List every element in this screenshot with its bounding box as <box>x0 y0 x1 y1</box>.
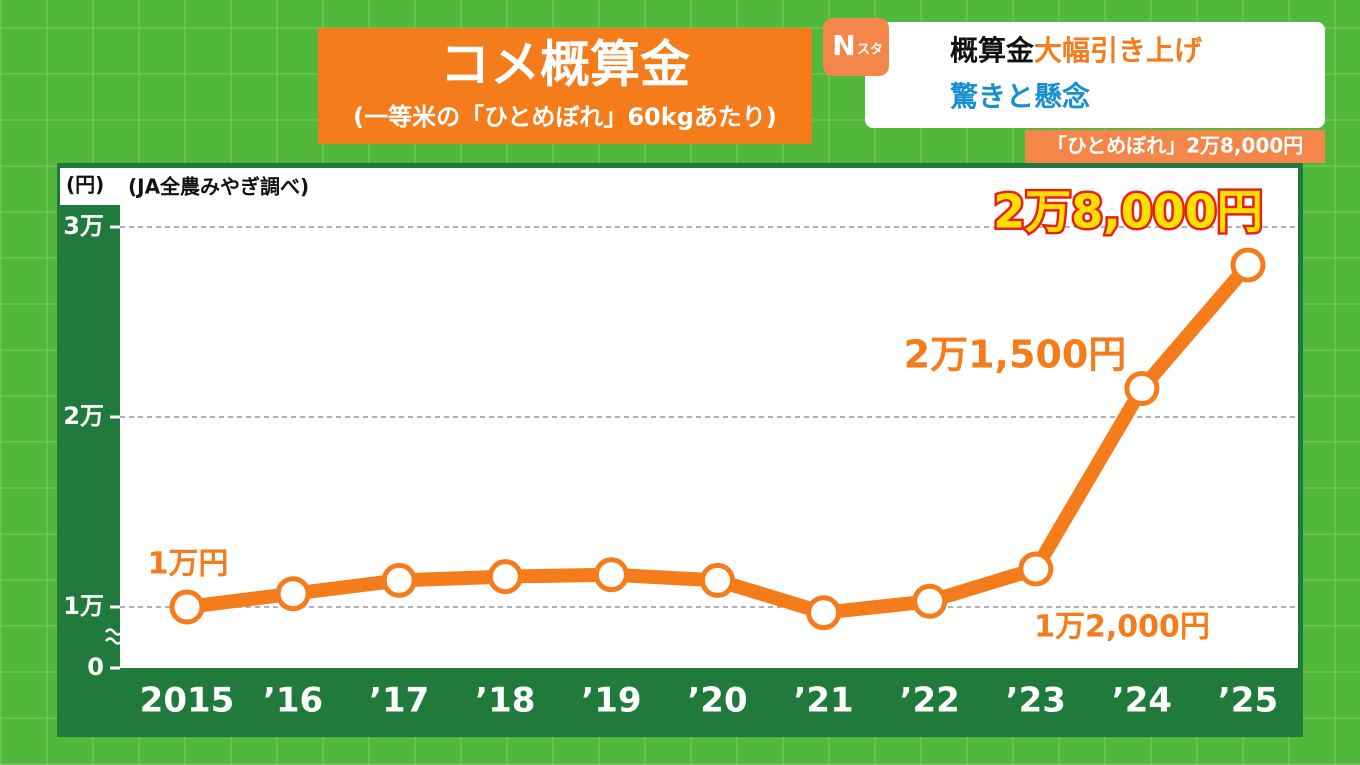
y-tick-label: 0 <box>87 653 104 681</box>
marker <box>1230 247 1266 283</box>
x-tick-label: ’19 <box>581 681 641 721</box>
logo-letter: N <box>832 29 855 62</box>
axis-break <box>105 628 123 645</box>
x-tick-label: ’23 <box>1006 681 1066 721</box>
banner-box <box>865 22 1325 128</box>
headline-part: 大幅引き上げ <box>1034 34 1203 67</box>
subhead: 驚きと懸念 <box>950 80 1090 113</box>
x-tick-label: 2015 <box>140 681 235 721</box>
y-axis-label: (円) <box>66 173 104 197</box>
chart-title: コメ概算金 <box>440 36 691 94</box>
headline-part: 概算金 <box>950 34 1035 67</box>
y-tick-label: 1万 <box>63 592 104 620</box>
marker <box>1124 371 1160 406</box>
marker <box>806 595 842 631</box>
chart-subtitle: (一等米の「ひとめぼれ」60kgあたり) <box>353 103 777 131</box>
ticker: 「ひとめぼれ」2万8,000円 <box>1047 134 1304 158</box>
marker <box>912 583 948 619</box>
marker <box>700 562 735 598</box>
marker <box>275 576 311 612</box>
y-axis-band <box>57 205 120 737</box>
logo-box <box>823 18 889 76</box>
value-label: 1万2,000円 <box>1034 610 1210 645</box>
logo-text: スタ <box>857 43 883 58</box>
marker <box>1018 551 1054 587</box>
x-tick-label: ’16 <box>263 681 323 721</box>
x-tick-label: ’21 <box>793 681 853 721</box>
ticker-box <box>1025 130 1325 163</box>
value-label: 2万1,500円 <box>904 333 1127 377</box>
x-tick-label: ’22 <box>900 681 960 721</box>
marker <box>593 557 629 593</box>
x-tick-label: ’24 <box>1112 681 1172 721</box>
marker <box>169 589 205 625</box>
y-tick-label: 2万 <box>63 402 104 430</box>
marker <box>487 559 523 595</box>
y-tick-label: 3万 <box>63 212 104 240</box>
x-tick-label: ’18 <box>475 681 535 721</box>
value-label: 2万8,000円 <box>993 185 1263 239</box>
marker <box>381 562 417 598</box>
source: (JA全農みやぎ調べ) <box>128 175 309 199</box>
x-tick-label: ’17 <box>369 681 429 721</box>
headline: 概算金大幅引き上げ <box>950 34 1203 67</box>
value-label: 1万円 <box>148 547 229 582</box>
x-tick-label: ’20 <box>687 681 747 721</box>
x-tick-label: ’25 <box>1218 681 1278 721</box>
title-box <box>318 28 812 144</box>
